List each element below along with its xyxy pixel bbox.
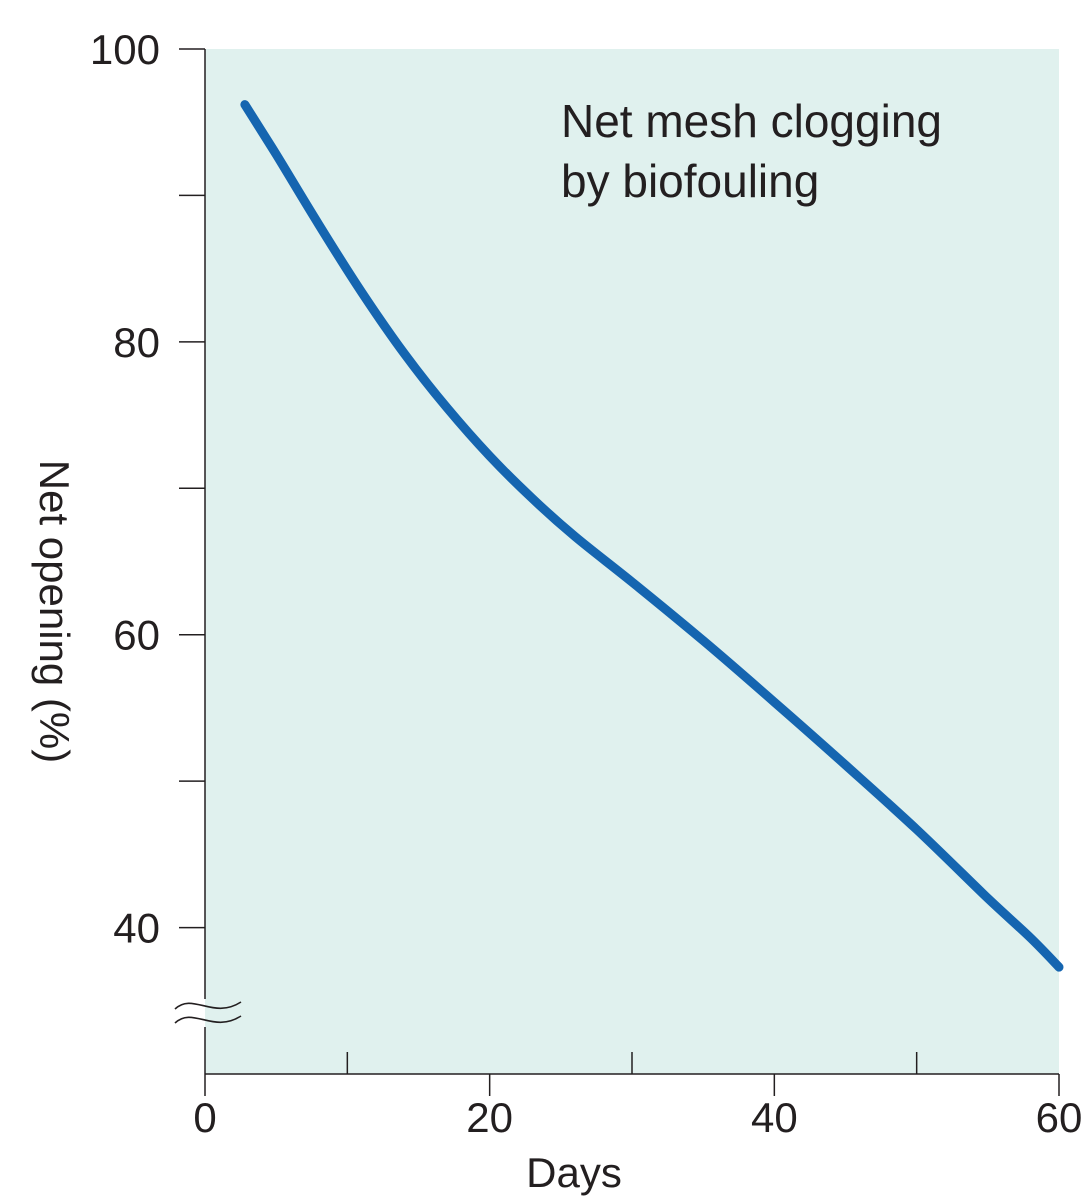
y-tick-label: 100 <box>90 26 160 73</box>
series-line <box>240 100 1064 972</box>
y-tick-label: 40 <box>113 905 160 952</box>
y-axis-label: Net opening (%) <box>31 460 78 764</box>
axis-break-icon <box>173 999 243 1027</box>
chart-annotation: Net mesh clogging by biofouling <box>561 95 955 207</box>
x-tick-label: 20 <box>466 1094 513 1141</box>
x-tick-label: 40 <box>751 1094 798 1141</box>
axis-break-stroke <box>174 1015 242 1024</box>
x-tick-label: 0 <box>193 1094 216 1141</box>
x-tick-label: 60 <box>1036 1094 1083 1141</box>
x-axis-ticks: 0 20 40 60 <box>193 1052 1082 1141</box>
x-axis-label: Days <box>526 1149 622 1196</box>
y-tick-label: 60 <box>113 612 160 659</box>
axis-break-stroke <box>174 1001 242 1010</box>
y-axis-ticks: 40 60 80 100 <box>90 26 205 952</box>
annotation-line-2: by biofouling <box>561 155 819 207</box>
annotation-line-1: Net mesh clogging <box>561 95 942 147</box>
y-tick-label: 80 <box>113 319 160 366</box>
plot-area <box>205 49 1059 1074</box>
